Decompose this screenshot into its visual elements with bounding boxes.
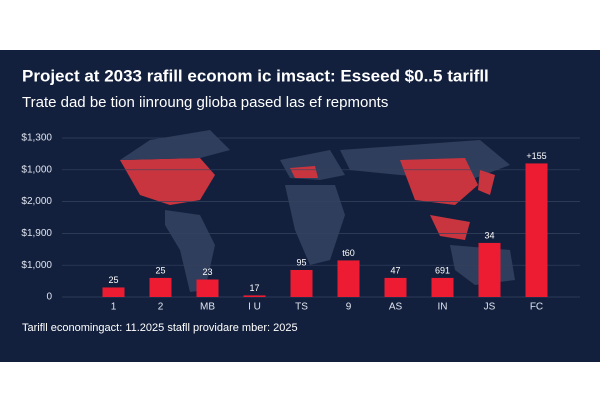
bar [196,279,219,297]
bar [478,242,501,297]
x-tick-label: FC [530,302,543,313]
x-tick-label: JS [484,302,496,313]
y-tick-label: $1,000 [21,164,52,175]
x-tick-label: 1 [111,302,117,313]
x-tick-label: 9 [346,302,352,313]
bar [337,260,360,297]
bar-annotation: 25 [155,265,165,275]
x-tick-label: 2 [158,302,164,313]
bar-annotation: 47 [390,265,400,275]
bar-annotation: 34 [484,230,494,240]
x-tick-label: MB [200,302,215,313]
bar [290,269,313,297]
bar-annotation: t60 [342,248,355,258]
x-tick-label: TS [295,302,308,313]
bar-annotation: 25 [108,275,118,285]
bar [149,277,172,297]
x-tick-label: AS [389,302,403,313]
footer: Tarifll economingact: 11.2025 stafll pro… [22,322,298,334]
chart-subtitle: Trate dad be tion iinroung glioba pased … [22,94,388,111]
bar [243,295,266,297]
bar [102,287,125,297]
y-tick-label: $1,900 [21,228,52,239]
bar [431,277,454,297]
y-tick-label: 0 [46,292,52,303]
x-tick-label: I U [248,302,261,313]
bar [525,163,548,297]
bar [384,277,407,297]
x-tick-label: IN [438,302,448,313]
bar-annotation: 17 [249,283,259,293]
bar-annotation: +155 [526,151,546,161]
bar-annotation: 95 [296,257,306,267]
bar-annotation: 691 [435,265,450,275]
y-tick-label: $1,000 [21,260,52,271]
chart-title: Project at 2033 rafill econom ic imsact:… [22,66,489,85]
bar-annotation: 23 [202,267,212,277]
y-tick-label: $2,000 [21,196,52,207]
y-tick-label: $1,300 [21,133,52,144]
